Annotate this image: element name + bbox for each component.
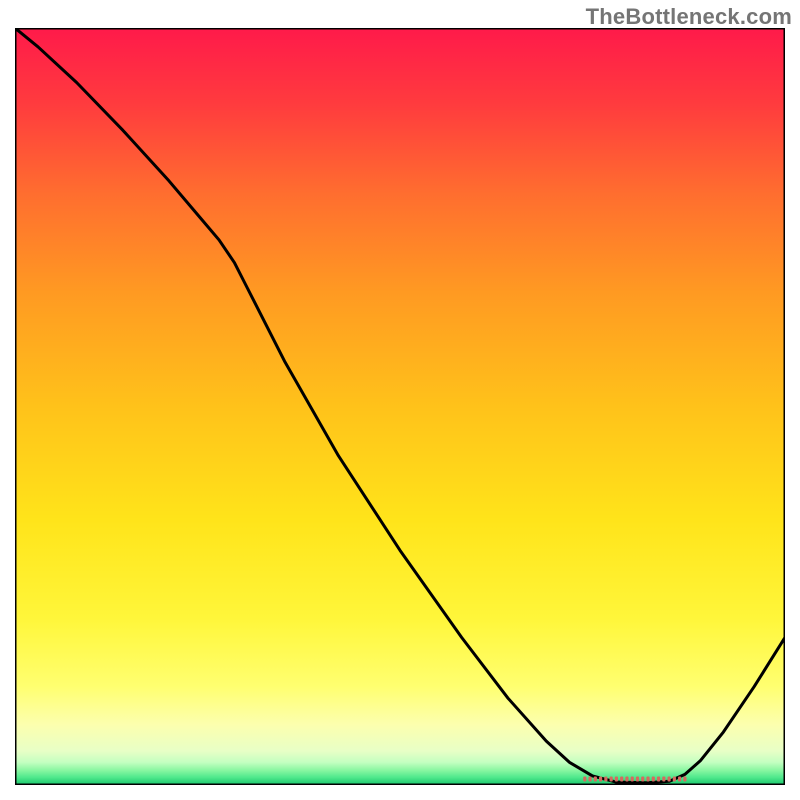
chart-svg	[15, 28, 785, 785]
chart-plot-area	[15, 28, 785, 785]
chart-gradient-background	[15, 28, 785, 785]
watermark-text: TheBottleneck.com	[586, 4, 792, 30]
